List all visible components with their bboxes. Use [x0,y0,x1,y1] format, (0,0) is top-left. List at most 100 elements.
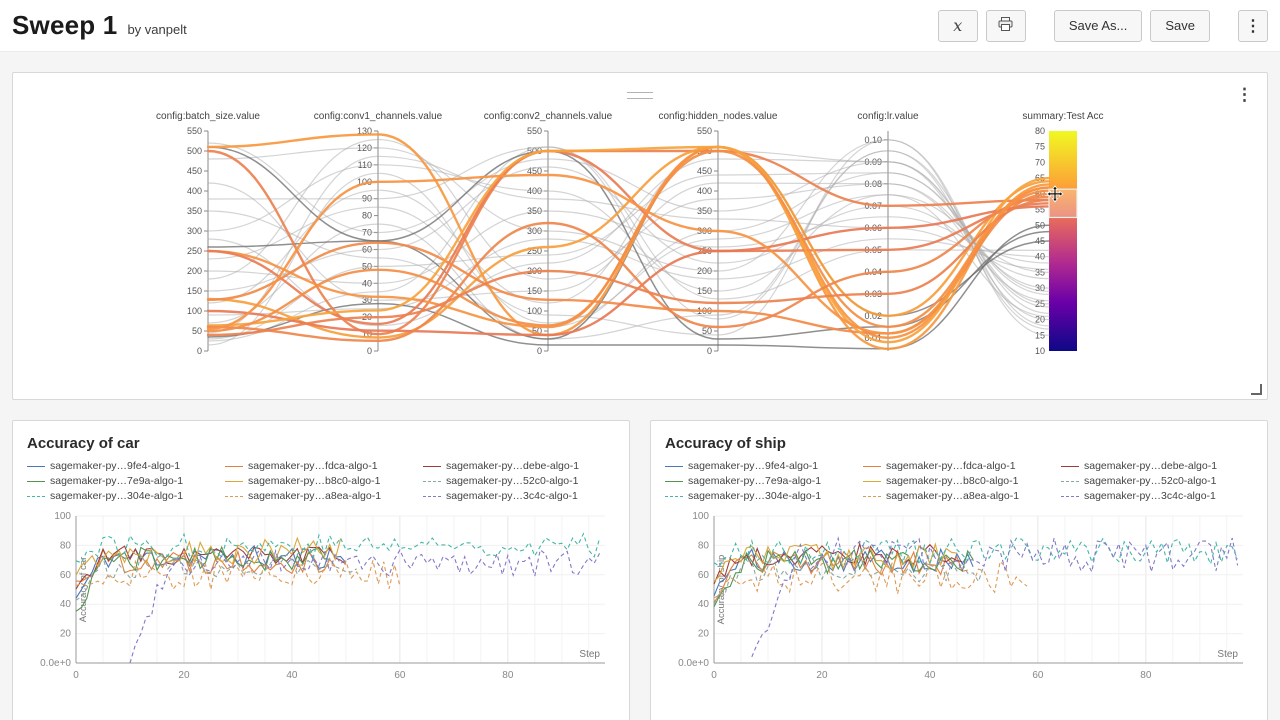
svg-text:50: 50 [192,326,202,336]
svg-text:20: 20 [816,670,828,681]
save-as-button[interactable]: Save As... [1053,9,1143,42]
panel-title: Accuracy of ship [665,435,786,452]
panel-resize-handle[interactable] [1251,384,1262,395]
series-line[interactable] [751,536,1239,658]
svg-text:75: 75 [1035,142,1045,152]
run-line-selected[interactable] [206,198,1051,337]
run-line[interactable] [207,139,1050,336]
run-legend: sagemaker-py…9fe4-algo-1 sagemaker-py…fdc… [27,459,615,503]
run-line[interactable] [207,164,1050,292]
svg-text:40: 40 [286,670,298,681]
legend-line-swatch [225,495,243,497]
svg-text:200: 200 [187,266,202,276]
legend-item[interactable]: sagemaker-py…7e9a-algo-1 [665,474,857,488]
svg-text:500: 500 [527,146,542,156]
run-line[interactable] [207,224,1050,350]
legend-label: sagemaker-py…3c4c-algo-1 [1084,490,1216,502]
run-line[interactable] [207,172,1050,346]
run-line-selected[interactable] [206,205,1051,337]
run-line-selected[interactable] [206,195,1051,343]
legend-line-swatch [27,495,45,497]
svg-text:0: 0 [197,346,202,356]
panel-drag-handle[interactable] [627,92,653,99]
series-line[interactable] [75,553,357,601]
run-line[interactable] [207,146,1050,340]
series-line[interactable] [75,532,601,564]
svg-text:400: 400 [187,186,202,196]
run-line[interactable] [207,139,1050,327]
svg-text:config:lr.value: config:lr.value [857,111,919,122]
svg-text:Accuracy of car: Accuracy of car [78,557,89,622]
legend-item[interactable]: sagemaker-py…304e-algo-1 [665,489,857,503]
legend-item[interactable]: sagemaker-py…9fe4-algo-1 [27,459,219,473]
svg-text:40: 40 [698,599,710,610]
run-line[interactable] [207,146,1050,320]
run-line-selected[interactable] [206,145,1051,339]
run-line[interactable] [207,238,1050,316]
legend-item[interactable]: sagemaker-py…304e-algo-1 [27,489,219,503]
legend-item[interactable]: sagemaker-py…3c4c-algo-1 [423,489,615,503]
legend-label: sagemaker-py…fdca-algo-1 [248,460,378,472]
svg-text:20: 20 [178,670,190,681]
legend-item[interactable]: sagemaker-py…3c4c-algo-1 [1061,489,1253,503]
run-line-selected[interactable] [206,149,1051,333]
series-line[interactable] [713,554,985,605]
legend-item[interactable]: sagemaker-py…a8ea-algo-1 [225,489,417,503]
legend-line-swatch [863,480,881,482]
run-line[interactable] [207,150,1050,340]
series-line[interactable] [75,558,401,591]
legend-item[interactable]: sagemaker-py…debe-algo-1 [1061,459,1253,473]
panel-accuracy-car: Accuracy of car sagemaker-py…9fe4-algo-1… [12,420,630,720]
legend-item[interactable]: sagemaker-py…b8c0-algo-1 [863,474,1055,488]
series-line[interactable] [75,545,347,590]
series-line[interactable] [713,537,1239,567]
svg-text:100: 100 [357,177,372,187]
legend-line-swatch [665,480,683,482]
save-button[interactable]: Save [1150,9,1210,42]
legend-item[interactable]: sagemaker-py…fdca-algo-1 [863,459,1055,473]
svg-text:550: 550 [187,126,202,136]
svg-text:150: 150 [697,286,712,296]
series-line[interactable] [75,548,336,582]
svg-text:80: 80 [362,211,372,221]
svg-text:0: 0 [367,346,372,356]
svg-text:10: 10 [362,329,372,339]
svg-text:0.10: 0.10 [864,135,882,145]
svg-text:100: 100 [527,306,542,316]
run-line[interactable] [207,172,1050,340]
legend-line-swatch [423,495,441,497]
legend-item[interactable]: sagemaker-py…52c0-algo-1 [423,474,615,488]
svg-text:30: 30 [362,295,372,305]
legend-item[interactable]: sagemaker-py…b8c0-algo-1 [225,474,417,488]
run-line-selected[interactable] [206,145,1051,340]
print-button[interactable] [985,9,1026,42]
byline: by vanpelt [127,22,187,37]
legend-item[interactable]: sagemaker-py…a8ea-algo-1 [863,489,1055,503]
panel-row: Accuracy of car sagemaker-py…9fe4-algo-1… [12,420,1268,720]
series-line[interactable] [713,547,974,597]
series-line[interactable] [75,545,330,612]
legend-label: sagemaker-py…a8ea-algo-1 [886,490,1020,502]
panel-kebab-menu-button[interactable]: ⋮ [1236,85,1253,104]
legend-item[interactable]: sagemaker-py…7e9a-algo-1 [27,474,219,488]
accuracy-line-chart: 100 80 60 40 20 0.0e+00 20 40 60 80 Accuracy of ca… [40,511,605,681]
svg-text:450: 450 [187,166,202,176]
svg-text:300: 300 [187,226,202,236]
run-line[interactable] [207,138,1050,302]
export-latex-button[interactable]: x [937,9,978,42]
legend-item[interactable]: sagemaker-py…9fe4-algo-1 [665,459,857,473]
series-line[interactable] [75,536,342,576]
move-cursor-icon[interactable] [1046,185,1064,203]
series-line[interactable] [713,548,974,608]
run-line-selected[interactable] [206,149,1051,326]
run-line[interactable] [207,150,1050,308]
run-line-selected[interactable] [206,173,1051,335]
legend-item[interactable]: sagemaker-py…fdca-algo-1 [225,459,417,473]
run-line[interactable] [207,166,1050,292]
legend-item[interactable]: sagemaker-py…52c0-algo-1 [1061,474,1253,488]
header-kebab-menu-button[interactable]: ⋮ [1238,9,1268,42]
svg-text:0.0e+0: 0.0e+0 [40,658,71,669]
run-line-selected[interactable] [206,145,1051,344]
series-line[interactable] [129,548,601,664]
legend-item[interactable]: sagemaker-py…debe-algo-1 [423,459,615,473]
